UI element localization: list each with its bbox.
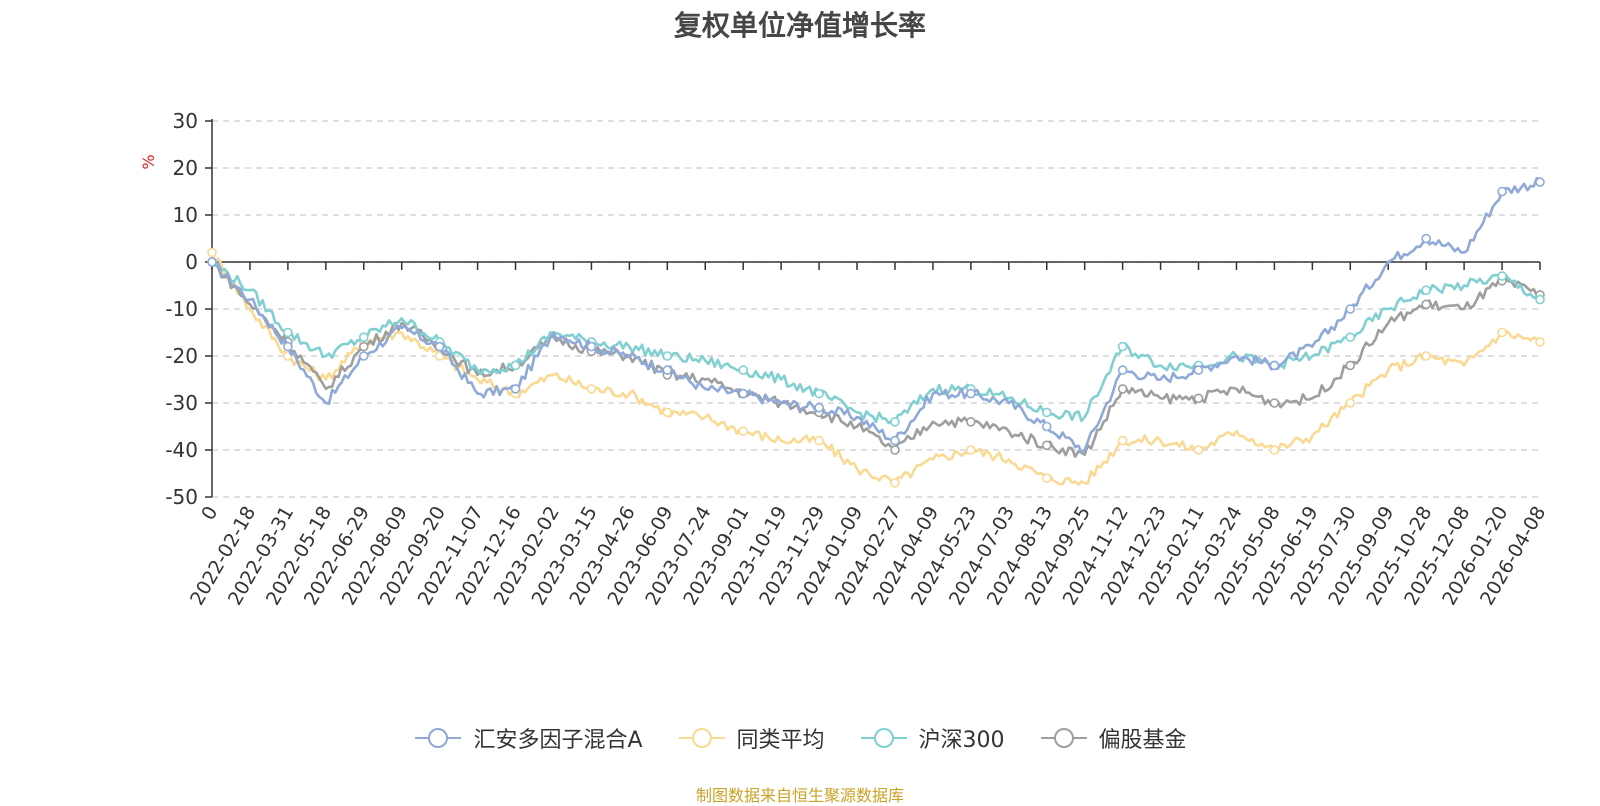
y-tick-label: 20 — [173, 156, 198, 180]
series-line — [210, 252, 1541, 486]
data-point — [738, 426, 749, 437]
y-tick-label: 10 — [173, 203, 198, 227]
y-axis-label: % — [139, 154, 158, 169]
data-point — [1193, 365, 1204, 375]
data-point — [586, 341, 597, 352]
legend-swatch-icon — [860, 728, 907, 748]
data-point — [283, 341, 293, 352]
legend-swatch-icon — [1040, 728, 1087, 748]
data-point — [1421, 233, 1431, 244]
legend-item[interactable]: 同类平均 — [677, 722, 825, 754]
legend-item[interactable]: 汇安多因子混合A — [413, 722, 643, 754]
data-point — [1535, 177, 1545, 187]
data-point — [1421, 285, 1431, 296]
legend-swatch-icon — [415, 728, 462, 748]
data-point — [662, 351, 673, 361]
y-tick-label: -40 — [165, 438, 198, 462]
legend-label: 同类平均 — [736, 728, 825, 753]
data-point — [1345, 304, 1356, 314]
data-point — [966, 416, 976, 427]
data-point — [1497, 271, 1507, 281]
legend-label: 汇安多因子混合A — [473, 728, 643, 753]
data-point — [1117, 435, 1128, 446]
grid-lines — [212, 120, 1540, 498]
x-tick-label: 0 — [197, 503, 222, 524]
data-point — [586, 384, 597, 394]
series-line — [211, 261, 1541, 425]
legend-swatch-icon — [678, 728, 725, 748]
legend-item[interactable]: 偏股基金 — [1039, 722, 1187, 754]
data-point — [358, 332, 369, 343]
source-note: 制图数据来自恒生聚源数据库 — [695, 786, 904, 805]
legend-label: 偏股基金 — [1098, 728, 1187, 753]
legend-label: 沪深300 — [918, 728, 1005, 753]
data-point — [1421, 351, 1431, 361]
axes: 3020100-10-20-30-40-5002022-02-182022-03… — [165, 109, 1550, 609]
series-group — [207, 176, 1545, 488]
y-tick-label: -10 — [165, 297, 198, 321]
data-point — [966, 388, 976, 399]
data-point — [1535, 337, 1545, 347]
data-point — [738, 365, 749, 375]
data-point — [890, 445, 900, 455]
y-tick-label: -50 — [165, 485, 198, 509]
data-point — [1269, 445, 1280, 455]
data-point — [1117, 341, 1128, 352]
y-tick-label: -30 — [165, 391, 198, 415]
data-point — [814, 402, 824, 413]
data-point — [1497, 186, 1507, 197]
data-point — [1041, 440, 1052, 451]
data-point — [1269, 360, 1280, 371]
data-point — [283, 327, 293, 338]
data-point — [1535, 294, 1545, 305]
data-point — [738, 388, 749, 399]
data-point — [1345, 398, 1356, 408]
data-point — [890, 478, 900, 488]
y-tick-label: 0 — [185, 250, 198, 274]
data-point — [1193, 445, 1204, 455]
data-point — [358, 351, 369, 361]
data-point — [510, 360, 521, 371]
data-point — [1269, 398, 1280, 408]
line-chart: 3020100-10-20-30-40-5002022-02-182022-03… — [139, 109, 1550, 609]
data-point — [662, 365, 673, 375]
data-point — [1117, 384, 1128, 394]
data-point — [814, 435, 824, 446]
series-line — [211, 176, 1542, 454]
y-tick-label: 30 — [173, 109, 198, 133]
data-point — [510, 384, 521, 394]
data-point — [966, 445, 976, 455]
data-point — [1497, 327, 1507, 338]
series-line — [211, 260, 1541, 458]
data-point — [434, 341, 445, 352]
data-point — [662, 407, 673, 418]
data-point — [1345, 360, 1356, 371]
data-point — [207, 247, 217, 258]
data-point — [207, 257, 217, 267]
data-point — [358, 341, 369, 352]
data-point — [890, 435, 900, 446]
data-point — [1117, 365, 1128, 375]
data-point — [1345, 332, 1356, 343]
data-point — [1041, 473, 1052, 484]
legend: 汇安多因子混合A 同类平均 沪深300 偏股基金 — [0, 722, 1600, 754]
legend-item[interactable]: 沪深300 — [859, 722, 1005, 754]
chart-title: 复权单位净值增长率 — [673, 9, 926, 42]
data-point — [1041, 421, 1052, 432]
data-point — [1041, 407, 1052, 418]
y-tick-label: -20 — [165, 344, 198, 368]
data-point — [814, 388, 824, 399]
data-point — [890, 416, 900, 427]
data-point — [1421, 299, 1431, 310]
data-point — [1193, 393, 1204, 404]
